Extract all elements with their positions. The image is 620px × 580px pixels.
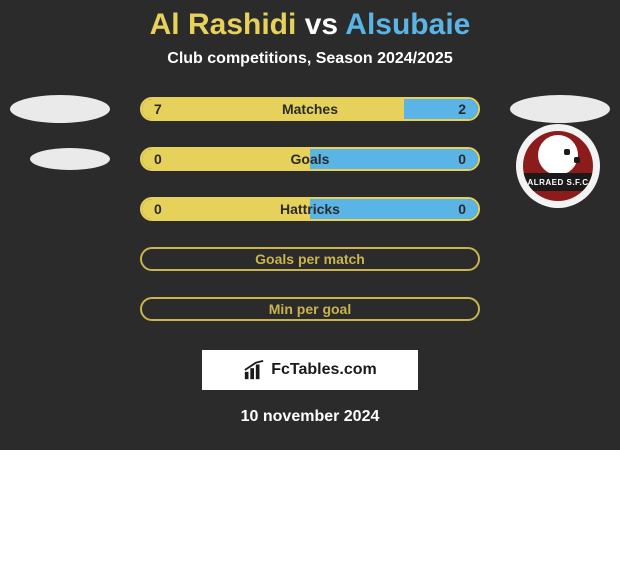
player2-name: Alsubaie	[345, 8, 470, 41]
comparison-card: Al Rashidi vs Alsubaie Club competitions…	[0, 0, 620, 450]
club-badge-text: ALRAED S.F.C	[523, 173, 593, 191]
subtitle: Club competitions, Season 2024/2025	[167, 50, 452, 68]
stat-row: Goals per match	[0, 246, 620, 272]
player1-halo	[30, 148, 110, 170]
player2-halo	[510, 95, 610, 123]
date: 10 november 2024	[241, 408, 380, 426]
chart-icon	[243, 359, 265, 381]
player1-halo	[10, 95, 110, 123]
stat-label: Goals per match	[255, 251, 365, 267]
player1-name: Al Rashidi	[150, 8, 297, 41]
stat-bar: Goals per match	[140, 247, 480, 271]
brand-box: FcTables.com	[202, 350, 418, 390]
title: Al Rashidi vs Alsubaie	[150, 8, 471, 42]
stat-rows: 72MatchesALRAED S.F.C00Goals00HattricksG…	[0, 96, 620, 322]
stat-row: 72 Matches	[0, 96, 620, 122]
brand-text: FcTables.com	[271, 361, 377, 379]
stat-row: ALRAED S.F.C00Goals	[0, 146, 620, 172]
stat-bar: Min per goal	[140, 297, 480, 321]
player1-value: 0	[142, 149, 310, 169]
vs-label: vs	[305, 8, 338, 41]
stat-bar: 72 Matches	[140, 97, 480, 121]
player2-value: 2	[404, 99, 478, 119]
club-badge-inner: ALRAED S.F.C	[523, 131, 593, 201]
stat-label: Goals	[291, 151, 330, 167]
stat-row: Min per goal	[0, 296, 620, 322]
stat-label: Min per goal	[269, 301, 351, 317]
stat-bar: 00Goals	[140, 147, 480, 171]
stat-row: 00Hattricks	[0, 196, 620, 222]
player1-value: 7	[142, 99, 404, 119]
stat-bar: 00Hattricks	[140, 197, 480, 221]
ball-icon	[538, 135, 578, 175]
stat-label: Hattricks	[280, 201, 340, 217]
stat-label: Matches	[282, 101, 338, 117]
player2-value: 0	[310, 149, 478, 169]
